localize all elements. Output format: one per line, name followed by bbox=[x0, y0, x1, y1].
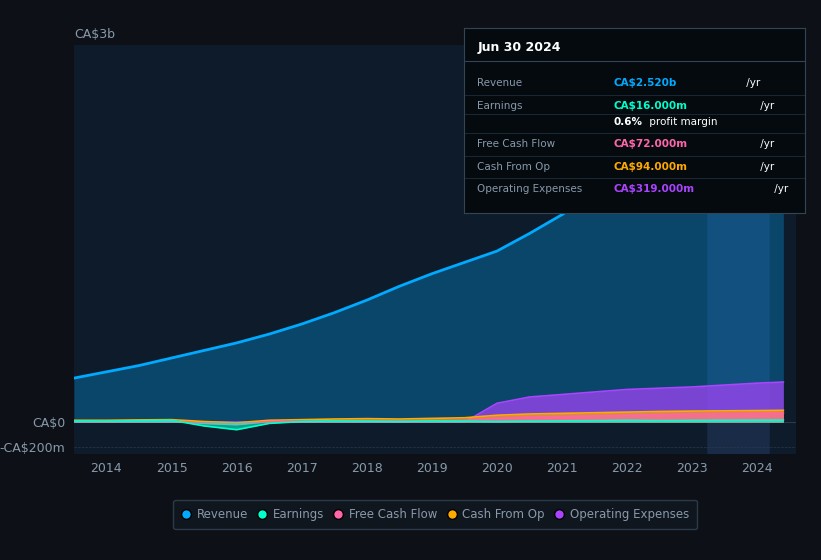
Text: CA$319.000m: CA$319.000m bbox=[614, 184, 695, 194]
Text: Operating Expenses: Operating Expenses bbox=[478, 184, 583, 194]
Text: CA$3b: CA$3b bbox=[74, 27, 115, 41]
Text: CA$94.000m: CA$94.000m bbox=[614, 162, 688, 171]
Text: CA$16.000m: CA$16.000m bbox=[614, 101, 688, 111]
Text: CA$72.000m: CA$72.000m bbox=[614, 139, 688, 150]
Text: Revenue: Revenue bbox=[478, 78, 523, 88]
Text: /yr: /yr bbox=[757, 101, 774, 111]
Text: /yr: /yr bbox=[742, 78, 759, 88]
Text: /yr: /yr bbox=[757, 162, 774, 171]
Text: Free Cash Flow: Free Cash Flow bbox=[478, 139, 556, 150]
Text: 0.6%: 0.6% bbox=[614, 117, 643, 127]
Text: Cash From Op: Cash From Op bbox=[478, 162, 551, 171]
Text: Jun 30 2024: Jun 30 2024 bbox=[478, 41, 561, 54]
Text: profit margin: profit margin bbox=[646, 117, 718, 127]
Text: CA$2.520b: CA$2.520b bbox=[614, 78, 677, 88]
Text: /yr: /yr bbox=[771, 184, 788, 194]
Text: Earnings: Earnings bbox=[478, 101, 523, 111]
Legend: Revenue, Earnings, Free Cash Flow, Cash From Op, Operating Expenses: Revenue, Earnings, Free Cash Flow, Cash … bbox=[173, 500, 697, 529]
Text: /yr: /yr bbox=[757, 139, 774, 150]
